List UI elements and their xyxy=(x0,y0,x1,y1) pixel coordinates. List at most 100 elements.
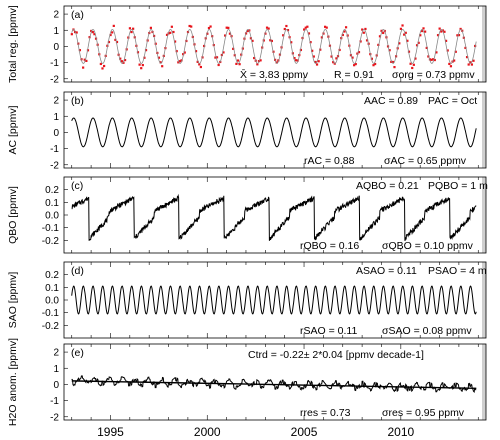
series-line xyxy=(71,193,477,241)
observation-point xyxy=(420,29,423,33)
observation-point xyxy=(223,34,227,37)
observation-point xyxy=(438,27,441,30)
y-tick-label: 0.0 xyxy=(45,211,59,222)
observation-point xyxy=(343,30,346,33)
observation-point xyxy=(217,63,220,67)
observation-point xyxy=(285,24,288,28)
observation-point xyxy=(472,59,475,62)
observation-point xyxy=(132,27,135,30)
panel-a-sigma: σorg = 0.73 ppmv xyxy=(392,69,475,81)
y-tick-label: -0.1 xyxy=(42,308,60,319)
observation-point xyxy=(267,27,270,30)
panel-a-mean: X̄ = 3.83 ppmv xyxy=(240,68,309,81)
observation-point xyxy=(144,49,148,52)
observation-point xyxy=(401,24,404,27)
observation-point xyxy=(269,39,272,42)
observation-point xyxy=(419,34,422,37)
observation-point xyxy=(306,25,309,28)
observation-point xyxy=(214,56,217,59)
observation-point xyxy=(377,43,380,47)
y-tick-label: 0.2 xyxy=(45,270,59,281)
observation-point xyxy=(157,56,161,59)
panel-a-r: R = 0.91 xyxy=(334,69,374,81)
observation-point xyxy=(425,46,428,50)
observation-point xyxy=(170,25,173,28)
observation-point xyxy=(130,30,133,34)
panel-b-sigma: σAC = 0.65 ppmv xyxy=(384,155,467,167)
panel-c-phase: PQBO = 1 m xyxy=(428,180,488,192)
observation-point xyxy=(448,62,451,66)
observation-point xyxy=(225,26,228,29)
observation-point xyxy=(277,59,280,62)
observation-point xyxy=(338,48,341,52)
y-tick-label: 1 xyxy=(53,26,59,37)
observation-point xyxy=(172,30,175,34)
observation-point xyxy=(465,56,469,59)
observation-point xyxy=(454,50,457,53)
observation-point xyxy=(378,35,382,38)
observation-point xyxy=(236,59,240,62)
observation-point xyxy=(469,61,472,64)
observation-point xyxy=(161,65,164,68)
y-tick-label: 0.2 xyxy=(45,185,59,196)
y-tick-label: 1 xyxy=(53,364,59,375)
observation-point xyxy=(424,30,427,33)
panel-a-label: (a) xyxy=(71,9,84,21)
panel-c-amplitude: AQBO = 0.21 xyxy=(356,180,419,192)
observation-point xyxy=(309,41,312,44)
observation-point xyxy=(324,25,327,28)
y-tick-label: 2 xyxy=(53,10,59,21)
observation-point xyxy=(275,61,278,64)
observation-point xyxy=(259,59,262,62)
observation-point xyxy=(222,51,225,54)
observation-point xyxy=(141,64,144,67)
observation-point xyxy=(374,62,377,66)
observation-point xyxy=(199,65,202,69)
observation-point xyxy=(283,27,286,31)
observation-point xyxy=(388,49,391,52)
observation-point xyxy=(391,60,394,64)
observation-point xyxy=(453,59,456,62)
observation-point xyxy=(296,59,299,62)
y-tick-label: -0.2 xyxy=(42,321,60,332)
observation-point xyxy=(344,26,348,29)
panel-e-r: rres = 0.73 xyxy=(300,407,351,419)
y-tick-label: -0.2 xyxy=(42,236,60,247)
observation-point xyxy=(183,51,186,54)
panel-d-label: (d) xyxy=(71,265,84,277)
observation-point xyxy=(312,55,315,58)
observation-point xyxy=(270,39,273,43)
observation-point xyxy=(143,56,146,59)
panel-d-sigma: σSAO = 0.08 ppmv xyxy=(382,325,472,337)
observation-point xyxy=(115,40,119,44)
observation-point xyxy=(359,40,362,43)
observation-point xyxy=(435,51,438,54)
observation-point xyxy=(412,63,415,66)
observation-point xyxy=(206,32,209,35)
observation-point xyxy=(417,41,420,44)
observation-point xyxy=(178,60,182,63)
observation-point xyxy=(101,67,104,70)
panel-a-ylabel: Total reg. [ppmv] xyxy=(7,5,19,83)
observation-point xyxy=(123,58,127,62)
observation-point xyxy=(180,59,183,62)
observation-point xyxy=(382,31,385,35)
panel-c: -0.2 -0.10.0 0.1 0.2 (c) QBO [ppmv] AQBO = … xyxy=(7,176,488,254)
observation-point xyxy=(406,39,409,42)
observation-point xyxy=(459,27,462,31)
observation-point xyxy=(299,48,303,52)
observation-point xyxy=(112,24,115,27)
panel-e: -2 -1 0 1 2 (e) H2O anom. [ppmv] Ctrd = -0.2… xyxy=(7,338,487,426)
observation-point xyxy=(370,57,373,60)
observation-point xyxy=(82,66,85,69)
observation-point xyxy=(173,40,177,43)
observation-point xyxy=(294,59,298,62)
observation-point xyxy=(433,58,436,62)
panel-a: -2 -1 0 1 2 (a) Total reg. [ppmv] X̄ = 3.83 … xyxy=(7,5,487,85)
observation-point xyxy=(467,63,470,66)
panel-d-phase: PSAO = 4 m xyxy=(428,265,487,277)
y-tick-label: -1 xyxy=(50,396,59,407)
observation-point xyxy=(165,33,169,36)
observation-point xyxy=(227,26,230,29)
observation-point xyxy=(177,61,180,64)
